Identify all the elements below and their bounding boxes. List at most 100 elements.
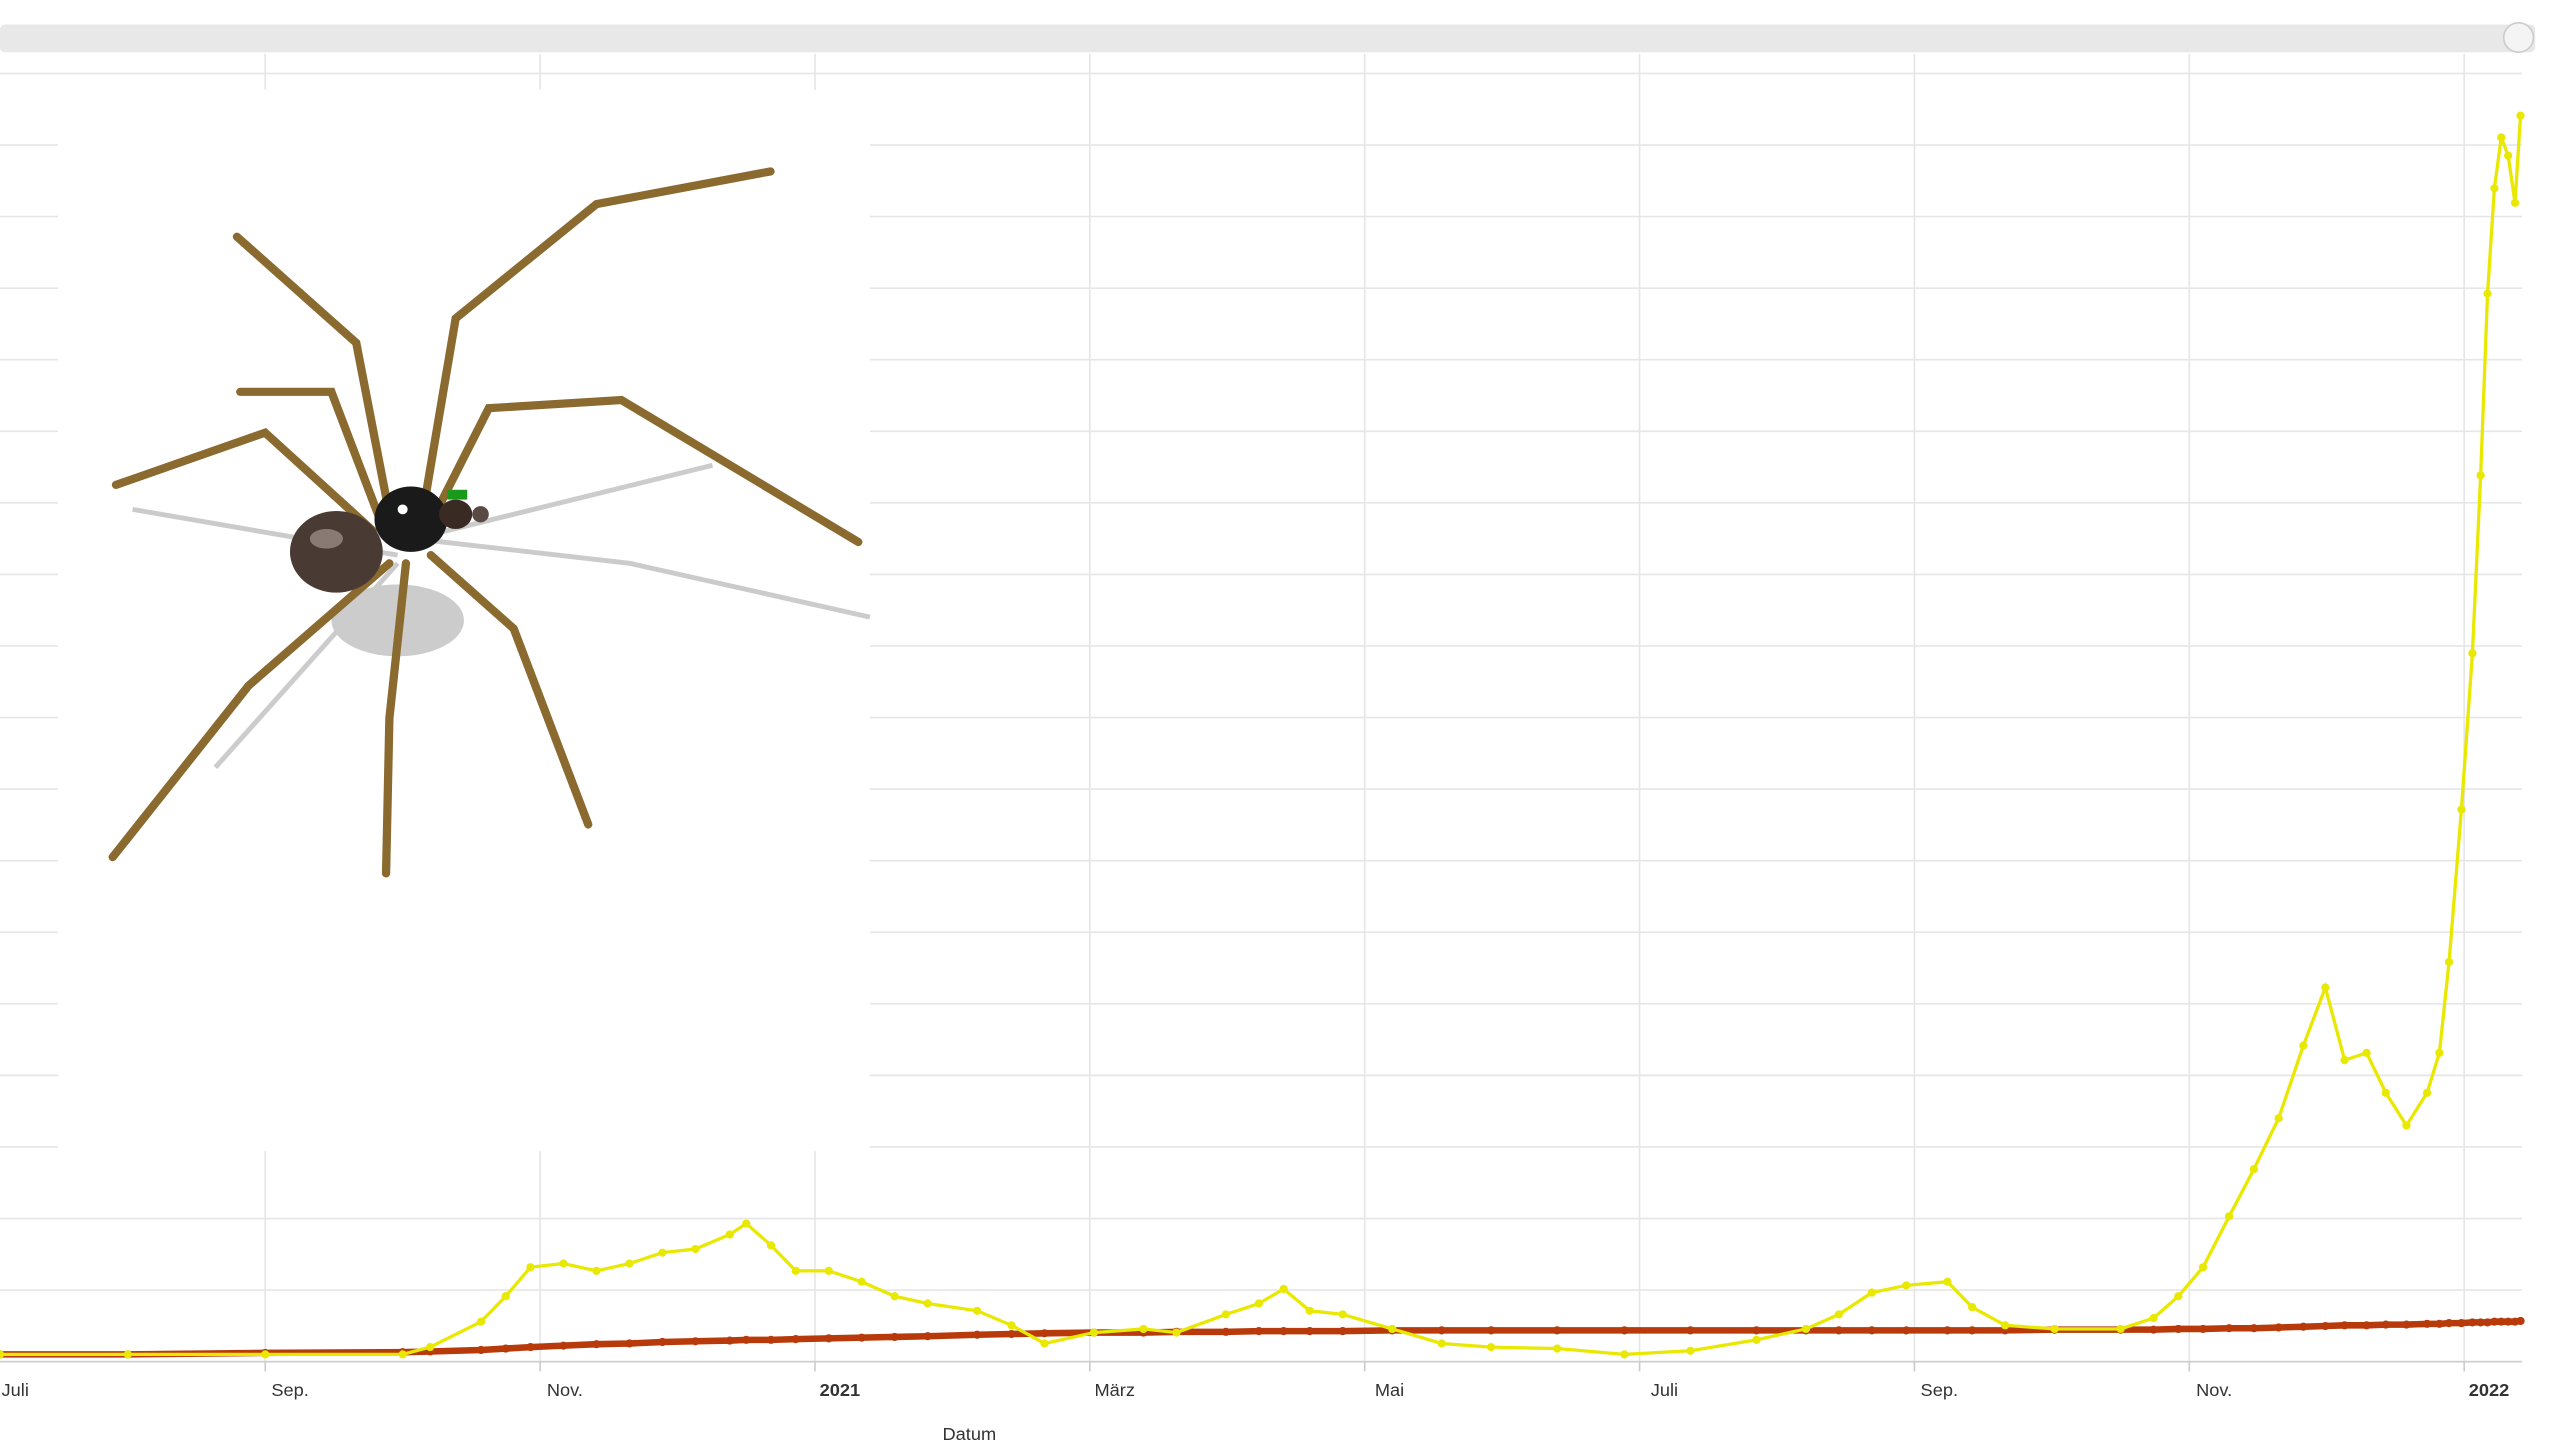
- data-point: [1172, 1328, 1180, 1336]
- data-point: [1802, 1325, 1810, 1333]
- data-point: [2382, 1320, 2390, 1328]
- data-point: [1487, 1326, 1495, 1334]
- data-point: [426, 1343, 434, 1351]
- series-line: [0, 1321, 2521, 1354]
- data-point: [526, 1263, 534, 1271]
- data-point: [1040, 1329, 1048, 1337]
- data-point: [1968, 1326, 1976, 1334]
- x-tick-label: Sep.: [271, 1380, 308, 1400]
- data-point: [592, 1267, 600, 1275]
- x-axis-title: Datum: [942, 1424, 996, 1440]
- data-point: [924, 1332, 932, 1340]
- data-point: [1007, 1321, 1015, 1329]
- data-point: [1752, 1336, 1760, 1344]
- data-point: [124, 1350, 132, 1358]
- data-point: [2274, 1323, 2282, 1331]
- data-point: [1620, 1350, 1628, 1358]
- data-point: [2174, 1292, 2182, 1300]
- data-point: [1487, 1343, 1495, 1351]
- data-point: [2445, 958, 2453, 966]
- data-point: [891, 1333, 899, 1341]
- data-point: [2001, 1321, 2009, 1329]
- data-point: [2516, 112, 2524, 120]
- data-point: [1968, 1303, 1976, 1311]
- data-point: [1007, 1330, 1015, 1338]
- data-point: [1090, 1328, 1098, 1336]
- data-point: [858, 1278, 866, 1286]
- data-point: [2457, 1319, 2465, 1327]
- data-point: [477, 1346, 485, 1354]
- data-point: [526, 1343, 534, 1351]
- data-point: [1438, 1339, 1446, 1347]
- data-point: [2445, 1319, 2453, 1327]
- data-point: [502, 1344, 510, 1352]
- x-tick-label: Juli: [2, 1380, 29, 1400]
- data-point: [2250, 1165, 2258, 1173]
- data-point: [2116, 1325, 2124, 1333]
- data-point: [2362, 1049, 2370, 1057]
- data-point: [2199, 1263, 2207, 1271]
- data-point: [891, 1292, 899, 1300]
- data-point: [1752, 1326, 1760, 1334]
- data-point: [2402, 1320, 2410, 1328]
- data-point: [1339, 1327, 1347, 1335]
- data-point: [2225, 1324, 2233, 1332]
- data-point: [2483, 290, 2491, 298]
- data-point: [726, 1230, 734, 1238]
- data-point: [2299, 1042, 2307, 1050]
- x-tick-label: Juli: [1651, 1380, 1678, 1400]
- data-point: [1686, 1326, 1694, 1334]
- data-point: [592, 1340, 600, 1348]
- data-point: [2497, 133, 2505, 141]
- data-point: [767, 1336, 775, 1344]
- data-point: [502, 1292, 510, 1300]
- data-point: [858, 1334, 866, 1342]
- spider-overlay: [58, 90, 870, 1151]
- data-point: [2490, 184, 2498, 192]
- data-point: [2321, 1322, 2329, 1330]
- data-point: [1868, 1326, 1876, 1334]
- data-point: [658, 1249, 666, 1257]
- x-tick-label: Nov.: [547, 1380, 583, 1400]
- data-point: [973, 1307, 981, 1315]
- data-point: [1255, 1299, 1263, 1307]
- data-point: [2149, 1326, 2157, 1334]
- data-point: [2225, 1212, 2233, 1220]
- data-point: [399, 1350, 407, 1358]
- data-point: [625, 1259, 633, 1267]
- data-point: [1139, 1325, 1147, 1333]
- data-point: [2402, 1121, 2410, 1129]
- data-point: [1835, 1310, 1843, 1318]
- navigator-bar: [0, 24, 2535, 52]
- data-point: [2516, 1317, 2524, 1325]
- data-point: [2382, 1089, 2390, 1097]
- data-point: [2149, 1314, 2157, 1322]
- x-tick-label: Nov.: [2196, 1380, 2232, 1400]
- navigator-handle[interactable]: [2504, 23, 2534, 52]
- data-point: [2457, 805, 2465, 813]
- data-point: [973, 1331, 981, 1339]
- x-tick-label: Sep.: [1921, 1380, 1958, 1400]
- data-point: [2423, 1089, 2431, 1097]
- data-point: [2423, 1320, 2431, 1328]
- data-point: [2250, 1324, 2258, 1332]
- data-point: [1339, 1310, 1347, 1318]
- data-point: [1553, 1326, 1561, 1334]
- data-point: [1306, 1327, 1314, 1335]
- data-point: [1279, 1285, 1287, 1293]
- x-tick-label: 2021: [820, 1380, 861, 1400]
- data-point: [559, 1259, 567, 1267]
- data-point: [1620, 1326, 1628, 1334]
- data-point: [742, 1220, 750, 1228]
- x-tick-label: März: [1094, 1380, 1134, 1400]
- x-tick-label: Mai: [1375, 1380, 1404, 1400]
- data-point: [691, 1245, 699, 1253]
- data-point: [1306, 1307, 1314, 1315]
- data-point: [2340, 1056, 2348, 1064]
- x-tick-label: 2022: [2469, 1380, 2510, 1400]
- data-point: [1902, 1326, 1910, 1334]
- data-point: [2511, 199, 2519, 207]
- data-point: [825, 1267, 833, 1275]
- data-point: [792, 1267, 800, 1275]
- data-point: [261, 1350, 269, 1358]
